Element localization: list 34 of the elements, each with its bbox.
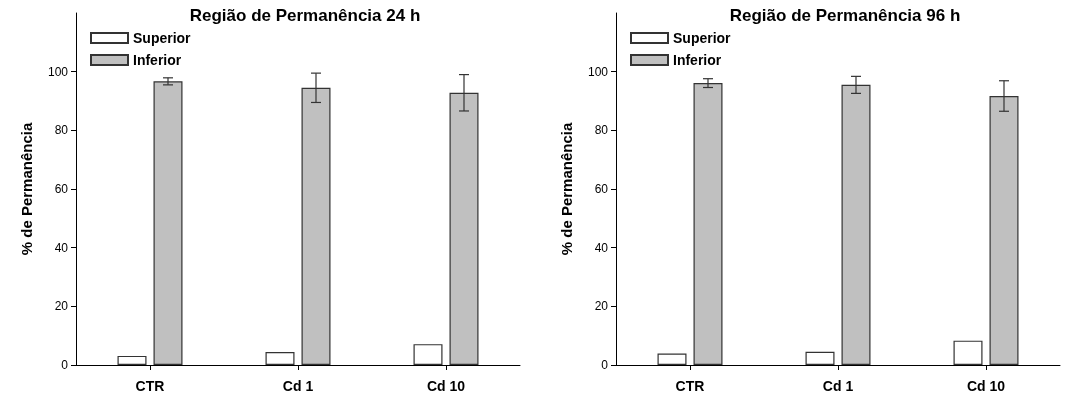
chart-title: Região de Permanência 24 h	[189, 6, 421, 25]
legend-label: Inferior	[133, 52, 182, 68]
y-tick-label: 40	[54, 240, 69, 255]
y-tick-label: 60	[54, 182, 69, 196]
y-tick-label: 60	[594, 182, 609, 196]
bar	[265, 352, 295, 365]
x-tick-label: Cd 1	[822, 378, 854, 394]
bar	[953, 340, 983, 365]
y-tick-label: 80	[54, 123, 69, 138]
x-tick-label: Cd 10	[426, 378, 466, 394]
x-tick-label: Cd 10	[966, 378, 1006, 394]
y-tick-label: 0	[61, 358, 69, 372]
x-tick-label: Cd 1	[282, 378, 314, 394]
y-tick-label: 80	[594, 123, 609, 138]
bar	[657, 353, 687, 365]
y-tick-label: 20	[594, 299, 609, 314]
x-tick-label: CTR	[135, 378, 165, 394]
y-axis-title: % de Permanência	[558, 122, 575, 256]
y-tick-label: 40	[594, 240, 609, 255]
y-tick-label: 0	[601, 358, 609, 372]
x-tick-label: CTR	[675, 378, 705, 394]
legend-label: Superior	[673, 30, 732, 46]
bar	[153, 81, 183, 365]
legend-label: Inferior	[673, 52, 722, 68]
bar	[693, 83, 723, 365]
chart-title: Região de Permanência 96 h	[729, 6, 961, 25]
bar	[413, 344, 443, 365]
y-tick-label: 100	[47, 64, 69, 79]
y-tick-label: 20	[54, 299, 69, 314]
legend-label: Superior	[133, 30, 192, 46]
bar	[805, 351, 835, 365]
y-tick-label: 100	[587, 64, 609, 79]
y-axis-title: % de Permanência	[18, 122, 35, 256]
bar	[117, 355, 147, 365]
